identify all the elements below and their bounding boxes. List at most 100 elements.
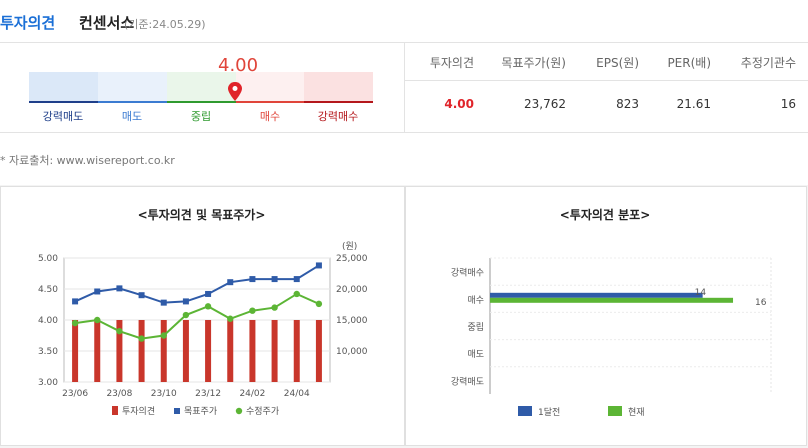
x-tick-label: 24/04 <box>284 389 310 399</box>
opinion-bar <box>271 320 278 382</box>
legend-label: 수정주가 <box>246 406 279 417</box>
category-label: 매도 <box>467 349 484 360</box>
gauge-underline-4 <box>236 101 304 103</box>
target-price-point <box>249 276 256 283</box>
legend-label: 투자의견 <box>122 405 155 417</box>
opinion-bar <box>182 320 189 382</box>
adjusted-price-point <box>271 304 278 311</box>
adjusted-price-point <box>249 307 256 314</box>
page-header: 투자의견 컨센서스 (기준:24.05.29) <box>0 6 808 36</box>
adjusted-price-line <box>74 292 320 340</box>
adjusted-price-point <box>227 315 234 322</box>
gauge-segment-sell <box>98 72 167 102</box>
target-price-point <box>315 262 322 269</box>
y-left-tick-label: 3.50 <box>38 347 58 357</box>
opinion-distribution-chart-panel <box>405 186 807 446</box>
opinion-target-chart: 5.00 4.50 4.00 3.50 3.00 25,000 20,000 15,000 10… <box>38 241 368 417</box>
opinion-bar <box>227 320 234 382</box>
y-right-tick-label: 25,000 <box>336 254 368 264</box>
target-price-point <box>138 292 145 299</box>
data-label: 14 <box>695 288 707 298</box>
y-left-tick-label: 4.00 <box>38 316 58 326</box>
category-label: 강력매도 <box>451 375 484 387</box>
x-tick-label: 23/12 <box>195 389 221 399</box>
opinion-bar <box>138 320 145 382</box>
table-value-per: 21.61 <box>676 97 711 111</box>
table-value-institutions: 16 <box>780 97 796 111</box>
adjusted-price-point <box>182 311 190 319</box>
adjusted-price-point <box>204 303 212 310</box>
page-title: 투자의견 <box>0 14 56 32</box>
source-note: * 자료출처: www.wisereport.co.kr <box>0 154 175 167</box>
target-price-point <box>94 288 101 295</box>
distribution-bar <box>490 297 734 303</box>
gauge-segment-strong-sell <box>29 72 98 102</box>
gauge-value: 4.00 <box>218 55 259 76</box>
target-price-point <box>271 276 278 283</box>
adjusted-price-point <box>160 332 167 339</box>
category-label: 중립 <box>467 322 484 333</box>
adjusted-price-point <box>94 316 101 324</box>
target-price-point <box>227 279 234 286</box>
opinion-bar <box>205 320 212 382</box>
y-right-tick-label: 20,000 <box>336 285 368 295</box>
data-label: 16 <box>755 298 767 308</box>
distribution-bar <box>490 292 703 298</box>
gauge-marker-icon <box>228 82 242 101</box>
y-left-tick-label: 4.50 <box>38 285 58 295</box>
x-tick-label: 23/10 <box>151 389 177 399</box>
divider <box>0 132 808 133</box>
gauge-segment-neutral <box>167 72 236 102</box>
x-tick-label: 23/06 <box>62 389 88 399</box>
adjusted-price-point <box>71 319 79 327</box>
legend-label: 현재 <box>628 407 645 418</box>
y-left-tick-label: 3.00 <box>38 378 58 388</box>
table-value-target-price: 23,762 <box>524 97 566 111</box>
legend-label: 1달전 <box>538 406 560 418</box>
legend-swatch <box>174 408 180 414</box>
y-right-tick-label: 10,000 <box>336 347 368 357</box>
divider <box>404 42 405 132</box>
y-right-tick-label: 15,000 <box>336 316 368 326</box>
table-header-target-price: 목표주가(원) <box>501 56 566 70</box>
target-price-point <box>205 290 212 297</box>
gauge-segment-strong-buy <box>304 72 373 102</box>
opinion-bar <box>72 320 79 382</box>
table-value-opinion: 4.00 <box>444 97 474 111</box>
legend-swatch <box>112 406 118 415</box>
target-price-point <box>182 298 189 305</box>
gauge-label-sell: 매도 <box>121 110 143 123</box>
y-right-unit: (원) <box>342 241 357 252</box>
legend-label: 목표주가 <box>184 406 217 417</box>
adjusted-price-point <box>315 300 323 308</box>
gauge-label-neutral: 중립 <box>190 110 212 123</box>
gauge-label-strong-buy: 강력매수 <box>317 110 359 123</box>
gauge-label-strong-sell: 강력매도 <box>42 110 84 123</box>
table-header-opinion: 투자의견 <box>429 56 474 70</box>
opinion-bar <box>160 320 167 382</box>
target-price-point <box>72 298 79 305</box>
opinion-bar <box>293 320 300 382</box>
legend-swatch <box>518 406 532 416</box>
gauge-underline-1 <box>29 101 98 103</box>
legend-swatch <box>608 406 622 416</box>
table-header-per: PER(배) <box>667 56 711 70</box>
opinion-bar <box>94 320 101 382</box>
opinion-bar <box>116 320 123 382</box>
x-tick-label: 24/02 <box>239 389 265 399</box>
gauge-underline-3 <box>167 101 236 103</box>
right-chart-title: <투자의견 분포> <box>559 208 651 222</box>
gauge-underline-5 <box>304 101 373 103</box>
legend-swatch <box>235 407 243 415</box>
category-label: 매수 <box>467 295 484 306</box>
gauge-segment-buy <box>236 72 304 102</box>
adjusted-price-point <box>293 290 300 298</box>
target-price-line <box>74 264 320 304</box>
adjusted-price-point <box>116 327 123 335</box>
gauge-underline-2 <box>98 101 167 103</box>
page-subtitle: 컨센서스 <box>79 14 135 32</box>
target-price-point <box>160 299 167 306</box>
table-value-eps: 823 <box>616 97 639 111</box>
target-price-point <box>116 285 123 292</box>
